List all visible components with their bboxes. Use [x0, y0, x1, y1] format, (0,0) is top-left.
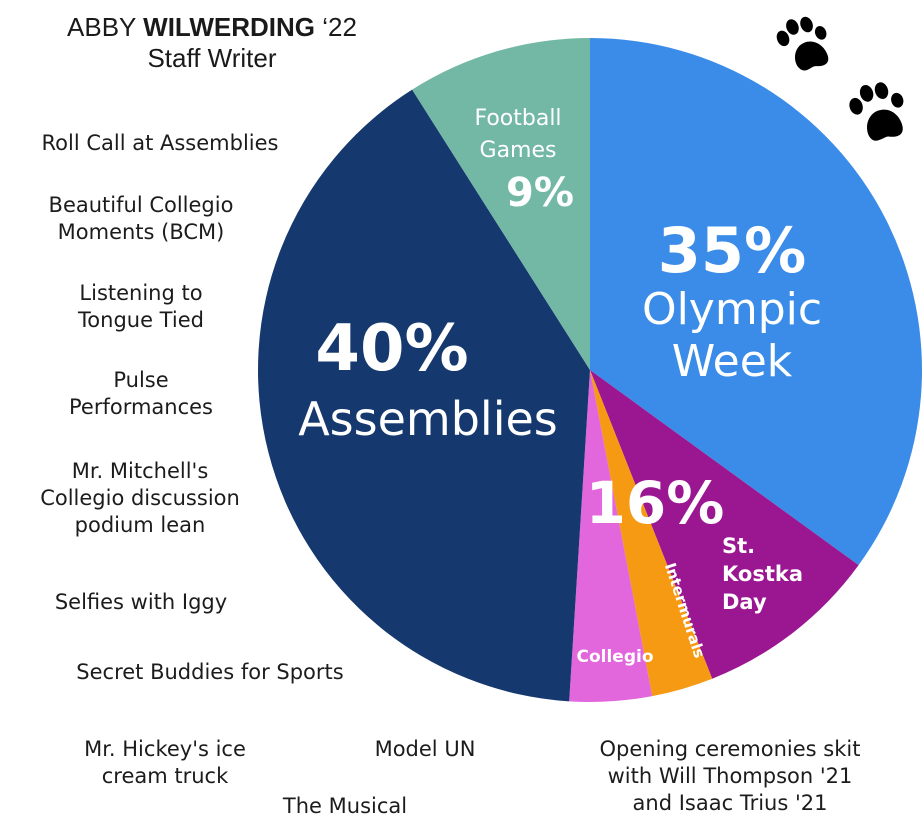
bottom-item-musical: The Musical — [282, 794, 408, 818]
slice-label-assemblies: Assemblies — [298, 392, 558, 446]
slice-label-olympic-line1: Olympic — [642, 284, 822, 335]
slice-value-assemblies: 40% — [315, 312, 468, 386]
slice-label-olympic-line2: Week — [672, 336, 793, 387]
pie-slice-olympic-week — [590, 38, 922, 566]
slice-label-football-line2: Games — [480, 138, 557, 163]
bottom-item-ice-cream: Mr. Hickey's ice cream truck — [84, 737, 246, 788]
paw-print-icon — [849, 82, 904, 141]
pie-slice-football-games — [412, 38, 590, 370]
byline: ABBY WILWERDING ‘22 Staff Writer — [32, 12, 392, 74]
bottom-item-model-un: Model UN — [374, 737, 476, 761]
group-value-label: 16% — [586, 469, 725, 537]
author-role: Staff Writer — [147, 43, 277, 73]
left-item-selfies: Selfies with Iggy — [54, 590, 228, 614]
pie-slice-collegio — [569, 370, 653, 702]
slice-value-olympic: 35% — [658, 214, 806, 287]
left-item-secret-buddies: Secret Buddies for Sports — [76, 660, 344, 684]
left-item-bcm: Beautiful Collegio Moments (BCM) — [48, 193, 234, 244]
left-item-pulse: Pulse Performances — [68, 368, 214, 419]
paw-print-icon — [776, 16, 829, 71]
class-year: ‘22 — [322, 12, 357, 42]
bottom-item-opening-skit: Opening ceremonies skit with Will Thomps… — [599, 737, 861, 815]
left-item-mitchell: Mr. Mitchell's Collegio discussion podiu… — [40, 459, 240, 537]
slice-label-football-line1: Football — [474, 106, 561, 131]
author-first-name: ABBY — [67, 12, 136, 42]
slice-label-kostka-line1: St. — [722, 534, 755, 558]
pie-slice-st-kostka-day — [590, 370, 859, 679]
author-last-name: WILWERDING — [143, 12, 316, 42]
left-item-roll-call: Roll Call at Assemblies — [41, 131, 279, 155]
pie-slice-intermurals — [590, 370, 713, 697]
slice-value-football: 9% — [506, 170, 574, 216]
left-item-tongue-tied: Listening to Tongue Tied — [78, 281, 204, 332]
slice-label-collegio: Collegio — [576, 647, 653, 667]
slice-label-kostka-line2: Kostka — [722, 562, 803, 586]
pie-slices — [258, 38, 922, 702]
author-line: ABBY WILWERDING ‘22 — [32, 12, 392, 43]
pie-slice-assemblies — [258, 89, 590, 702]
slice-label-kostka-line3: Day — [722, 590, 767, 614]
pie-labels: Football Games 9% 35% Olympic Week 40% A… — [298, 106, 822, 667]
